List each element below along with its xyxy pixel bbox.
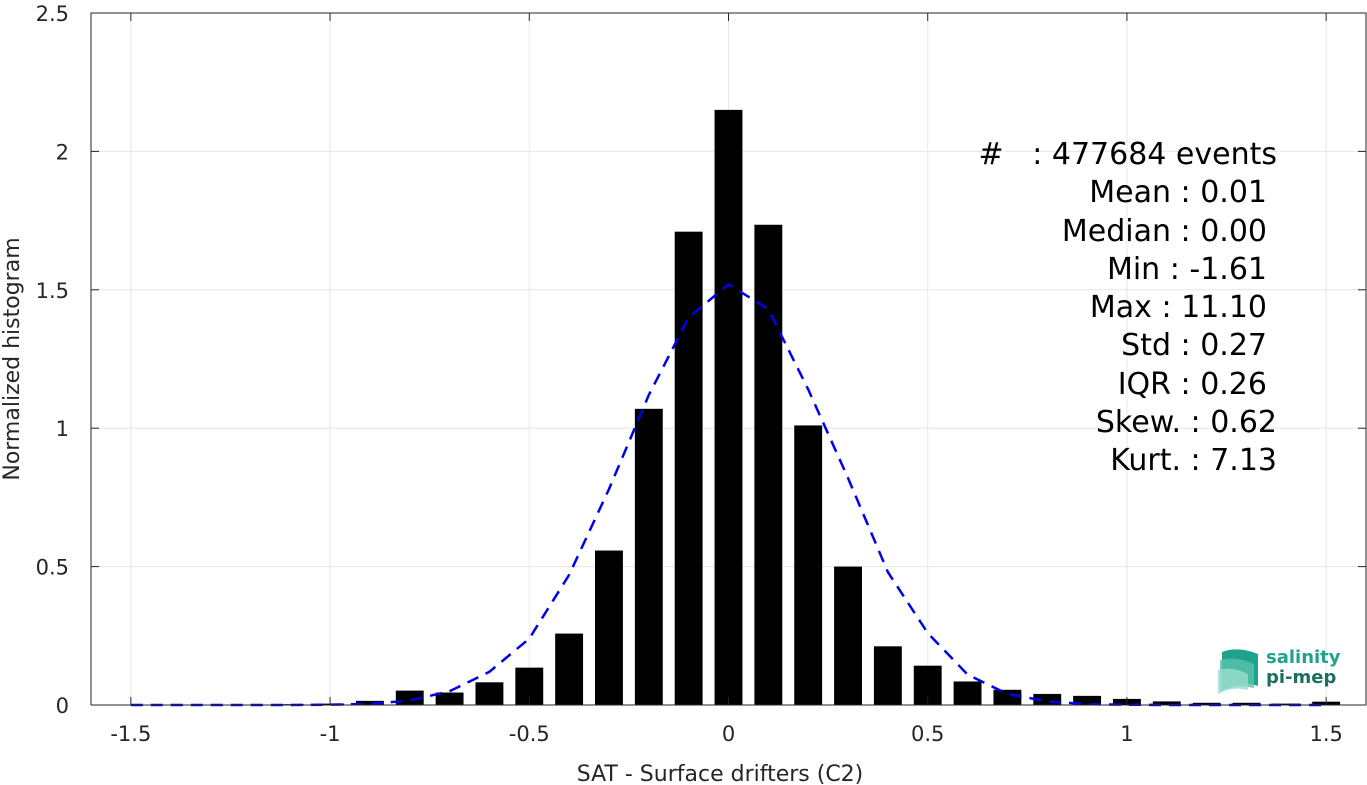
histogram-bar [754, 224, 783, 705]
x-axis-label: SAT - Surface drifters (C2) [577, 762, 864, 785]
stat-std: Std : 0.27 [1121, 328, 1267, 364]
histogram-bar [1073, 695, 1102, 705]
logo-text: salinity pi-mep [1266, 648, 1341, 688]
histogram-bar [1152, 701, 1181, 705]
histogram-bar [1272, 703, 1301, 705]
x-tick-label: 0 [722, 722, 735, 746]
salinity-pimep-logo: salinity pi-mep [1218, 646, 1348, 694]
statistics-box: # : 477684 events Mean : 0.01 Median : 0… [978, 136, 1277, 481]
histogram-bar [993, 689, 1022, 705]
stat-kurt: Kurt. : 7.13 [1110, 443, 1277, 479]
y-axis-ticks: 0 0.5 1 1.5 2 2.5 [36, 2, 1366, 718]
x-axis-ticks: -1.5 -1 -0.5 0 0.5 1 1.5 [110, 13, 1343, 746]
x-tick-label: 1 [1120, 722, 1133, 746]
logo-line-pimep: pi-mep [1266, 667, 1337, 688]
gaussian-fit-curve [130, 282, 1327, 707]
histogram-bar [714, 109, 743, 705]
stat-skew: Skew. : 0.62 [1095, 405, 1277, 441]
x-tick-label: 0.5 [911, 722, 944, 746]
stat-mean: Mean : 0.01 [1089, 175, 1267, 211]
histogram-bar [1232, 702, 1261, 705]
logo-line-salinity: salinity [1266, 647, 1341, 668]
y-tick-label: 0.5 [36, 556, 69, 580]
histogram-bar [395, 690, 424, 705]
histogram-bar [555, 633, 584, 705]
histogram-bar [953, 681, 982, 705]
histogram-bar [674, 231, 703, 705]
stat-min: Min : -1.61 [1106, 251, 1267, 287]
y-tick-label: 0 [56, 694, 69, 718]
histogram-bar [873, 646, 902, 705]
stat-median: Median : 0.00 [1061, 213, 1267, 249]
histogram-bar [595, 550, 623, 705]
x-tick-label: -0.5 [509, 722, 550, 746]
histogram-bar [634, 408, 663, 705]
histogram-bar [834, 566, 862, 705]
stat-count: # : 477684 events [978, 137, 1277, 172]
stat-iqr: IQR : 0.26 [1117, 366, 1267, 402]
histogram-bar [355, 700, 384, 705]
histogram-bar [435, 692, 464, 705]
y-tick-label: 1 [56, 417, 69, 441]
x-tick-label: -1 [320, 722, 341, 746]
histogram-bars [276, 109, 1341, 705]
histogram-bar [475, 682, 504, 705]
x-tick-label: 1.5 [1309, 722, 1342, 746]
y-tick-label: 2 [56, 140, 69, 164]
histogram-bar [794, 425, 823, 705]
histogram-bar [1033, 693, 1062, 705]
histogram-bar [1192, 702, 1221, 705]
x-tick-label: -1.5 [110, 722, 151, 746]
y-axis-label: Normalized histogram [0, 237, 25, 480]
y-tick-label: 1.5 [36, 279, 69, 303]
y-tick-label: 2.5 [36, 2, 69, 26]
wave-logo-icon [1218, 649, 1258, 694]
stat-max: Max : 11.10 [1089, 290, 1267, 326]
